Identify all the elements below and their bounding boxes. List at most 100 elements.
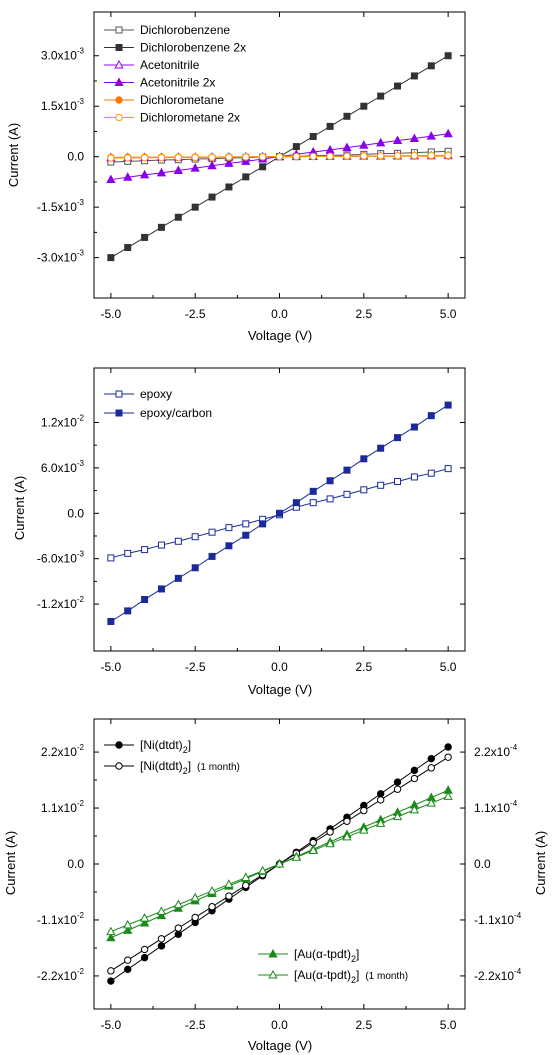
data-point (107, 967, 115, 975)
data-point (107, 154, 115, 162)
legend-marker (114, 77, 124, 86)
x-tick-label: -2.5 (185, 660, 206, 674)
data-point (190, 163, 200, 172)
data-point (224, 879, 234, 888)
data-point (359, 140, 369, 149)
data-point (410, 473, 418, 481)
y-tick-label: -1.2x10-2 (37, 595, 85, 611)
x-tick-label: 0.0 (271, 307, 288, 321)
data-point (123, 172, 133, 181)
panel-3-y-axis-title: Current (A) (3, 831, 18, 895)
data-point (124, 965, 132, 974)
data-point (309, 132, 317, 140)
data-point (157, 942, 166, 950)
data-point (140, 945, 149, 954)
data-point (157, 585, 165, 593)
data-point (208, 552, 216, 560)
data-point (141, 546, 149, 554)
data-point (140, 953, 149, 962)
data-point (157, 153, 166, 162)
x-tick-label: 0.0 (271, 1018, 288, 1032)
x-tick-label: -5.0 (101, 1018, 122, 1032)
data-point (343, 490, 351, 498)
data-point (377, 481, 385, 489)
data-point (157, 223, 165, 231)
x-tick-label: 5.0 (440, 1018, 457, 1032)
x-tick-label: 2.5 (355, 660, 372, 674)
data-point (360, 806, 368, 815)
data-point (444, 465, 452, 473)
data-point (427, 412, 435, 420)
data-point (309, 499, 317, 507)
data-point (141, 596, 149, 604)
legend-marker (114, 59, 124, 69)
panel-3-right-y-axis-title: Current (A) (533, 831, 548, 895)
right-y-tick-label: 1.1x10-4 (474, 799, 518, 815)
data-point (427, 764, 435, 772)
data-point (174, 213, 182, 221)
data-point (225, 892, 233, 900)
panel-1-series (106, 52, 453, 262)
data-point (292, 499, 300, 507)
right-y-tick-label: -1.1x10-4 (474, 911, 522, 927)
panel-3-legend: [Ni(dtdt)2] [Ni(dtdt)2] (1 month) [Au(α-tpd… (104, 738, 408, 985)
data-point (107, 254, 115, 262)
data-point (174, 153, 183, 162)
data-point (174, 574, 182, 582)
data-point (410, 766, 419, 775)
data-point (208, 903, 216, 911)
data-point (257, 865, 268, 875)
data-point (376, 790, 385, 798)
data-point (124, 154, 132, 162)
data-point (360, 455, 368, 463)
x-tick-label: 2.5 (355, 307, 372, 321)
data-point (225, 153, 233, 161)
legend-label: Dichlorometane (140, 93, 224, 107)
y-tick-label: 1.5x10-3 (41, 97, 85, 113)
panel-2: -5.0 -2.5 0.0 2.5 5.0 1.2x10-2 6.0x10-3 0.0 -6.0… (12, 367, 466, 697)
data-point (207, 160, 217, 170)
data-point (123, 919, 133, 929)
data-point (141, 233, 149, 241)
legend-marker (115, 390, 123, 398)
data-point (392, 135, 403, 145)
data-point (326, 495, 334, 503)
legend-label: Acetonitrile 2x (140, 76, 215, 90)
data-point (309, 487, 317, 495)
data-point (325, 838, 335, 848)
legend-label: Acetonitrile (140, 58, 200, 72)
data-point (191, 564, 199, 572)
legend-label: Dichlorometane 2x (140, 111, 240, 125)
data-point (259, 520, 267, 528)
legend-label: epoxy (140, 387, 172, 401)
data-point (107, 554, 115, 562)
data-point (173, 165, 183, 174)
panel-1: -5.0 -2.5 0.0 2.5 5.0 3.0x10-3 1.5x10-3 0.0 -1.5… (6, 11, 466, 343)
data-point (427, 754, 435, 763)
data-point (393, 785, 402, 793)
legend-label: Dichlorobenzene 2x (140, 41, 246, 55)
data-point (376, 137, 386, 147)
data-point (360, 486, 368, 494)
y-tick-label: 0.0 (67, 506, 84, 520)
data-point (309, 152, 317, 161)
legend-marker (115, 409, 123, 417)
data-point (377, 444, 385, 452)
data-point (444, 401, 452, 409)
legend-marker (115, 26, 123, 34)
data-point (377, 92, 385, 100)
data-point (360, 102, 368, 110)
right-y-tick-label: 2.2x10-4 (474, 743, 518, 759)
y-tick-label: -3.0x10-3 (37, 249, 85, 265)
data-point (409, 133, 420, 143)
data-point (326, 122, 334, 130)
legend-marker (115, 113, 123, 122)
y-tick-label: -2.2x10-2 (37, 967, 85, 983)
panel-1-legend: Dichlorobenzene Dichlorobenzene 2x Acetoni… (104, 23, 246, 125)
data-point (291, 852, 302, 861)
legend-marker (268, 969, 278, 979)
panel-3-ticks: -5.0 -2.5 0.0 2.5 5.0 2.2x10-2 1.1x10-2 0.0 -1.1… (37, 719, 522, 1032)
data-point (308, 845, 318, 854)
legend-marker (115, 762, 123, 770)
panel-1-x-axis-title: Voltage (V) (248, 328, 312, 343)
